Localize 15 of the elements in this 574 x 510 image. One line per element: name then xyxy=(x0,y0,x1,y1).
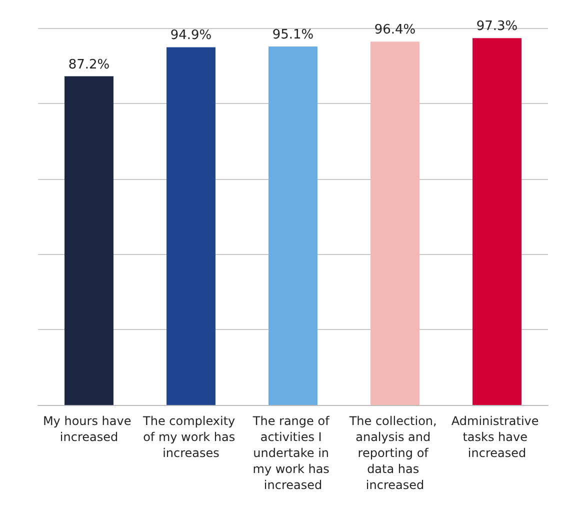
bar xyxy=(370,42,420,405)
bar xyxy=(64,76,114,405)
data-label: 97.3% xyxy=(476,19,518,34)
x-tick-label: My hours have increased xyxy=(42,414,136,444)
data-label: 96.4% xyxy=(374,22,416,38)
x-tick-label: The collection, analysis and reporting of data has increased xyxy=(348,414,441,492)
data-label: 94.9% xyxy=(170,28,212,44)
data-label: 87.2% xyxy=(68,57,110,72)
data-label: 95.1% xyxy=(272,27,314,42)
x-tick-label: Administrative tasks have increased xyxy=(451,414,543,460)
bar xyxy=(166,47,216,405)
x-tick-label: The range of activities I undertake in my work has increased xyxy=(252,414,334,492)
bar xyxy=(268,46,318,405)
bar xyxy=(472,38,522,405)
x-tick-label: The complexity of my work has increases xyxy=(142,414,239,460)
